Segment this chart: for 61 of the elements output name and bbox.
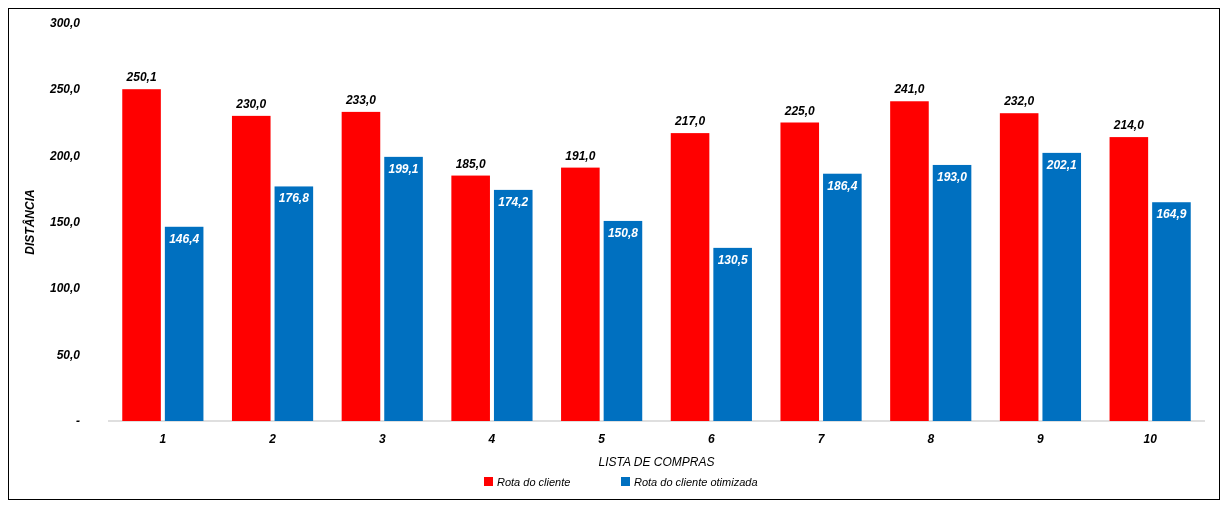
x-tick-label: 1 [159, 432, 167, 446]
y-tick-label: 300,0 [49, 16, 81, 30]
x-tick-label: 8 [927, 432, 935, 446]
x-axis-title: LISTA DE COMPRAS [598, 455, 715, 469]
data-label: 225,0 [783, 103, 816, 118]
bar [493, 189, 533, 421]
y-tick-label: 250,0 [48, 82, 81, 97]
x-tick-label: 9 [1037, 432, 1045, 446]
bar [890, 101, 929, 421]
data-label: 232,0 [1003, 94, 1035, 109]
bar [561, 167, 600, 421]
legend-label: Rota do cliente otimizada [634, 476, 758, 488]
bar [274, 186, 314, 421]
data-label: 241,0 [893, 82, 925, 97]
bar [780, 122, 820, 421]
bar [1109, 137, 1149, 421]
data-label: 164,9 [1156, 207, 1187, 222]
data-label: 233,0 [344, 92, 377, 107]
bar [384, 156, 423, 421]
bar [164, 226, 204, 421]
data-label: 176,8 [278, 191, 310, 206]
bar [1042, 152, 1082, 421]
bar [451, 175, 490, 421]
data-label: 150,8 [607, 225, 639, 240]
data-label: 214,0 [1112, 118, 1145, 133]
bar [932, 164, 972, 421]
x-tick-label: 6 [708, 432, 716, 446]
y-tick-label: 100,0 [49, 281, 81, 296]
data-label: 230,0 [235, 96, 267, 111]
data-label: 185,0 [455, 156, 486, 171]
bar [999, 113, 1039, 421]
data-label: 202,1 [1045, 157, 1078, 172]
bar [603, 220, 643, 421]
data-label: 199,1 [388, 161, 419, 176]
bar [1152, 202, 1191, 421]
bar [670, 133, 710, 421]
x-tick-label: 2 [268, 432, 277, 446]
x-tick-label: 4 [487, 432, 496, 446]
y-tick-label: 150,0 [49, 215, 81, 229]
bar [341, 111, 381, 421]
bar [823, 173, 862, 421]
bar [231, 115, 271, 421]
data-label: 146,4 [169, 231, 200, 246]
x-tick-label: 10 [1143, 432, 1158, 446]
data-label: 191,0 [565, 148, 596, 163]
bar [122, 89, 161, 421]
data-label: 130,5 [717, 252, 748, 267]
data-label: 193,0 [937, 169, 968, 184]
legend-label: Rota do cliente [497, 476, 571, 488]
y-tick-label: 50,0 [56, 347, 81, 362]
data-label: 174,2 [498, 194, 529, 209]
y-tick-label: 200,0 [48, 148, 81, 163]
data-label: 186,4 [827, 178, 858, 193]
x-tick-label: 5 [598, 432, 606, 446]
data-label: 217,0 [674, 114, 706, 129]
data-label: 250,1 [125, 70, 157, 85]
y-tick-label: - [76, 414, 80, 428]
y-axis-title: DISTÂNCIA [22, 189, 37, 255]
bar [713, 247, 752, 421]
x-tick-label: 3 [378, 432, 386, 446]
x-tick-label: 7 [817, 432, 826, 446]
